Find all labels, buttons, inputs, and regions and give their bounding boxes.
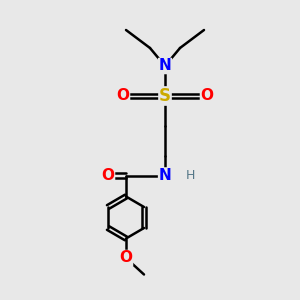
Text: O: O xyxy=(119,250,133,266)
Text: S: S xyxy=(159,87,171,105)
Text: O: O xyxy=(101,168,115,183)
Text: N: N xyxy=(159,58,171,74)
Text: O: O xyxy=(116,88,130,104)
Text: O: O xyxy=(200,88,214,104)
Text: N: N xyxy=(159,168,171,183)
Text: H: H xyxy=(186,169,195,182)
